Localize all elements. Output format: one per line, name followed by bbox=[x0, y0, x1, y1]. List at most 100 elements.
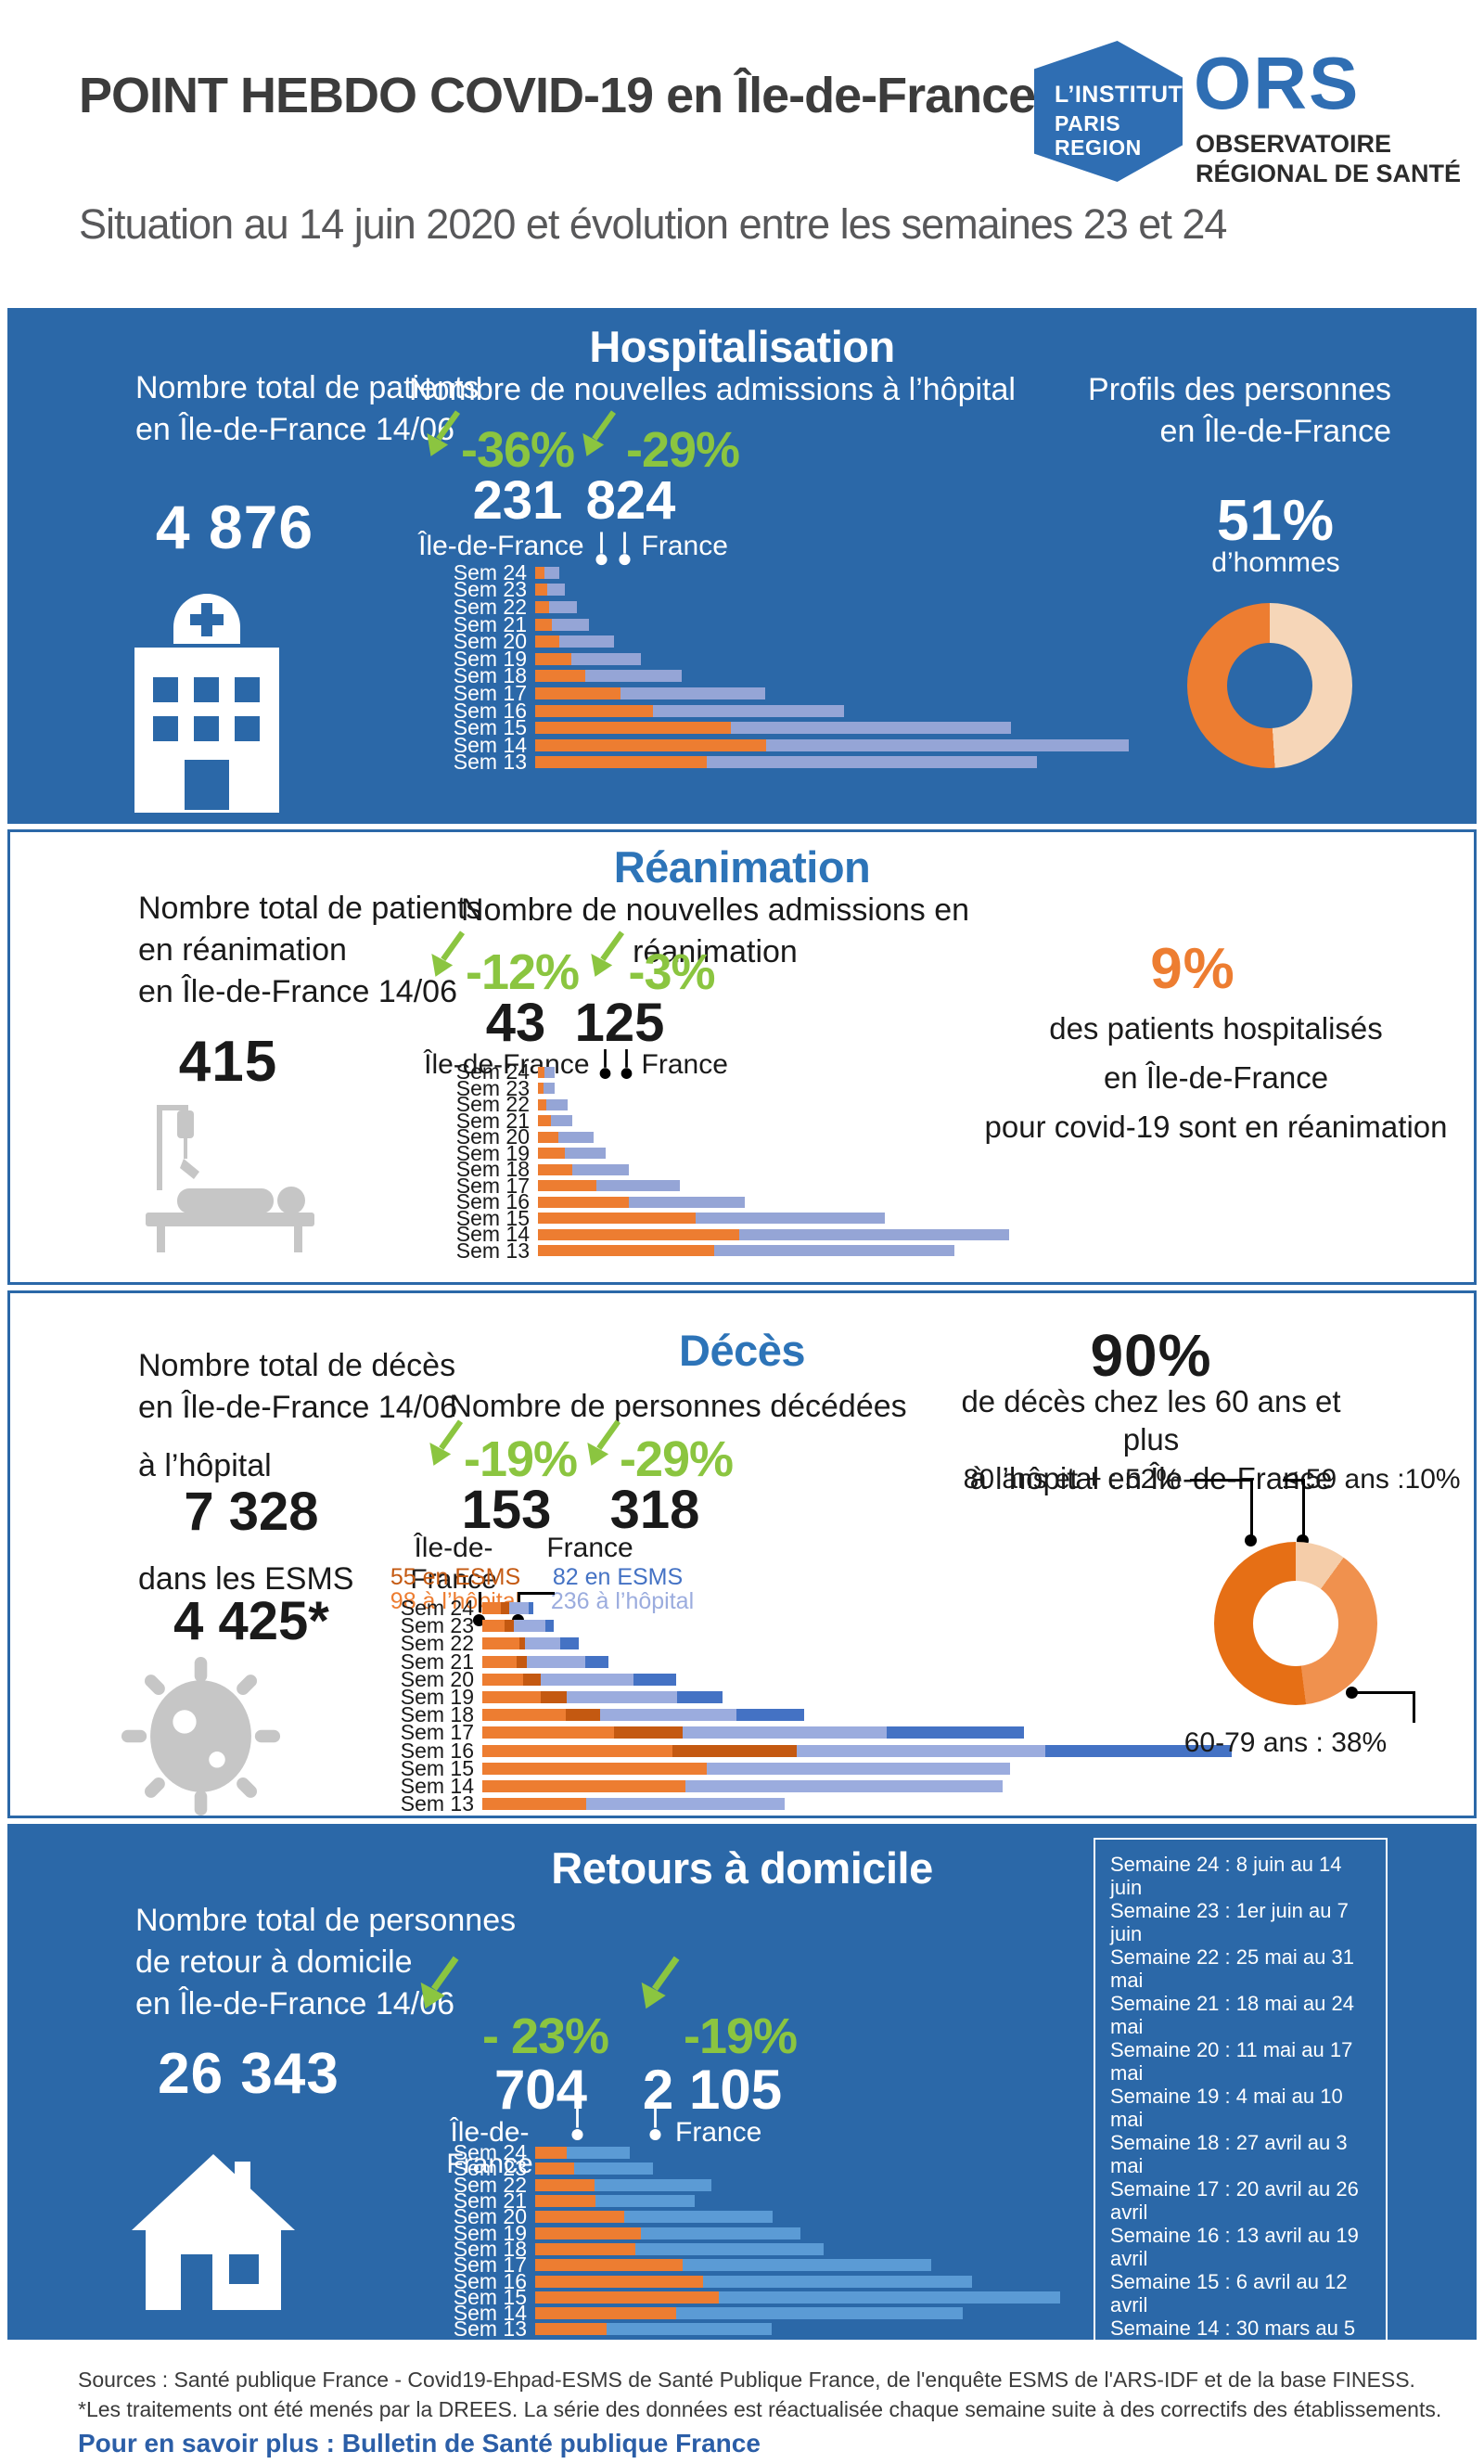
bar-segment-france-esms bbox=[736, 1709, 804, 1722]
week-label: Sem 24 bbox=[455, 1059, 530, 1084]
bar-segment-idf-hopital bbox=[482, 1744, 672, 1757]
week-label: Sem 13 bbox=[453, 2316, 527, 2342]
leader-line bbox=[1352, 1691, 1415, 1694]
legend-week-line: Semaine 16 : 13 avril au 19 avril bbox=[1110, 2224, 1359, 2270]
stacked-bar bbox=[538, 1083, 555, 1095]
bar-segment-france bbox=[585, 670, 682, 683]
stacked-bar bbox=[538, 1196, 745, 1208]
stacked-bar bbox=[535, 584, 565, 597]
stacked-bar bbox=[535, 738, 1129, 751]
week-label: Sem 23 bbox=[455, 1075, 530, 1100]
bar-segment-idf-hopital bbox=[482, 1691, 541, 1704]
deces-age-59-label: ≤ 59 ans :10% bbox=[1283, 1464, 1461, 1495]
chart-row: Sem 13 bbox=[416, 751, 1129, 773]
leader-line bbox=[1190, 1479, 1253, 1482]
section-deces: Décès Nombre total de décès en Île-de-Fr… bbox=[7, 1290, 1477, 1818]
bar-segment-france-hopital bbox=[514, 1620, 545, 1633]
rea-right-text: des patients hospitalisés en Île-de-Fran… bbox=[984, 1011, 1448, 1144]
deces-label-idf: Île-de-France bbox=[410, 1533, 497, 1595]
deces-val-idf: 153 bbox=[461, 1480, 552, 1540]
footer-sources-2: *Les traitements ont été menés par la DR… bbox=[78, 2397, 1442, 2421]
week-label: Sem 24 bbox=[453, 559, 527, 584]
stacked-bar bbox=[538, 1180, 680, 1192]
legend-week-line: Semaine 22 : 25 mai au 31 mai bbox=[1110, 1945, 1354, 1992]
logo-institut-paris-region: L’INSTITUT PARIS REGION bbox=[1034, 41, 1183, 182]
bar-segment-france bbox=[565, 1148, 606, 1160]
bar-segment-france bbox=[551, 1115, 572, 1127]
chart-row: Sem 18 bbox=[363, 1704, 1232, 1726]
rea-val-france: 125 bbox=[574, 993, 665, 1053]
chart-row: Sem 16 bbox=[418, 1191, 1009, 1213]
bar-segment-idf bbox=[538, 1115, 551, 1127]
week-label: Sem 21 bbox=[400, 1649, 474, 1674]
bar-segment-france bbox=[731, 722, 1011, 735]
bar-segment-idf-hopital bbox=[482, 1602, 501, 1615]
week-label: Sem 20 bbox=[453, 629, 527, 654]
stacked-bar bbox=[482, 1798, 785, 1811]
chart-row: Sem 23 bbox=[363, 1615, 1232, 1636]
stacked-bar bbox=[535, 600, 577, 613]
bar-segment-france bbox=[572, 1163, 629, 1175]
rea-label-france: France bbox=[641, 1049, 728, 1080]
bar-segment-france-hopital bbox=[797, 1744, 1045, 1757]
retours-left-label: Nombre total de personnes de retour à do… bbox=[135, 1903, 517, 2021]
legend-week-line: Semaine 17 : 20 avril au 26 avril bbox=[1110, 2177, 1359, 2224]
stacked-bar bbox=[535, 652, 641, 665]
stacked-bar bbox=[535, 756, 1037, 769]
week-label: Sem 20 bbox=[455, 1124, 530, 1149]
stacked-bar bbox=[535, 2211, 773, 2224]
stacked-bar bbox=[482, 1762, 1010, 1775]
stacked-bar bbox=[535, 722, 1011, 735]
footer-more-link[interactable]: Pour en savoir plus : Bulletin de Santé … bbox=[78, 2429, 761, 2458]
bar-segment-idf bbox=[538, 1098, 546, 1110]
deces-mid-heading: Nombre de personnes décédées bbox=[449, 1389, 907, 1424]
week-label: Sem 19 bbox=[453, 2220, 527, 2245]
stacked-bar bbox=[535, 2227, 800, 2239]
rea-series-labels: Île-de-France France bbox=[400, 1049, 752, 1083]
down-arrow-icon bbox=[582, 410, 617, 456]
stacked-bar bbox=[535, 2275, 972, 2288]
chart-row: Sem 22 bbox=[416, 596, 1129, 617]
pin-icon bbox=[571, 2103, 583, 2141]
bar-segment-france bbox=[653, 704, 844, 717]
retours-total: 26 343 bbox=[158, 2042, 339, 2106]
legend-week-line: Semaine 24 : 8 juin au 14 juin bbox=[1110, 1853, 1342, 1899]
section-title-deces: Décès bbox=[679, 1326, 806, 1375]
chart-row: Sem 22 bbox=[416, 2172, 1060, 2197]
stacked-bar bbox=[538, 1115, 572, 1127]
leader-line bbox=[479, 1592, 481, 1612]
chart-row: Sem 20 bbox=[416, 2206, 1060, 2227]
chart-row: Sem 20 bbox=[418, 1124, 1009, 1149]
week-label: Sem 21 bbox=[453, 611, 527, 636]
bar-segment-idf bbox=[535, 566, 544, 579]
donut-hole bbox=[1227, 643, 1312, 728]
bar-segment-france bbox=[629, 1196, 745, 1208]
week-label: Sem 22 bbox=[453, 2172, 527, 2197]
stacked-bar bbox=[535, 704, 844, 717]
section-retours: Retours à domicile Nombre total de perso… bbox=[7, 1824, 1477, 2464]
bar-segment-idf bbox=[535, 722, 731, 735]
stacked-bar bbox=[482, 1726, 1024, 1739]
chart-row: Sem 16 bbox=[416, 699, 1129, 721]
bar-segment-idf bbox=[535, 2195, 595, 2208]
bar-segment-idf bbox=[535, 704, 653, 717]
chart-row: Sem 17 bbox=[418, 1174, 1009, 1196]
bar-segment-france-esms bbox=[677, 1691, 723, 1704]
chart-row: Sem 14 bbox=[363, 1775, 1232, 1796]
week-label: Sem 19 bbox=[453, 646, 527, 671]
deces-left-label: Nombre total de décès en Île-de-France 1… bbox=[138, 1348, 457, 1425]
chart-row: Sem 16 bbox=[416, 2270, 1060, 2291]
bar-segment-idf bbox=[535, 756, 707, 769]
stacked-bar bbox=[535, 2162, 653, 2175]
deces-esms-total: 4 425* bbox=[173, 1591, 329, 1651]
pin-icon bbox=[618, 532, 631, 566]
rea-mid-heading: Nombre de nouvelles admissions en réanim… bbox=[460, 892, 970, 969]
bar-segment-idf-hopital bbox=[482, 1798, 586, 1811]
chart-row: Sem 13 bbox=[363, 1793, 1232, 1815]
bar-segment-france-hopital bbox=[685, 1779, 1003, 1792]
section-hospitalisation: Hospitalisation Nombre total de patients… bbox=[7, 308, 1477, 824]
down-arrow-icon bbox=[591, 930, 625, 977]
leader-line bbox=[518, 1592, 520, 1612]
bar-segment-france bbox=[547, 584, 565, 597]
deces-right-pct: 90% bbox=[1090, 1322, 1212, 1389]
